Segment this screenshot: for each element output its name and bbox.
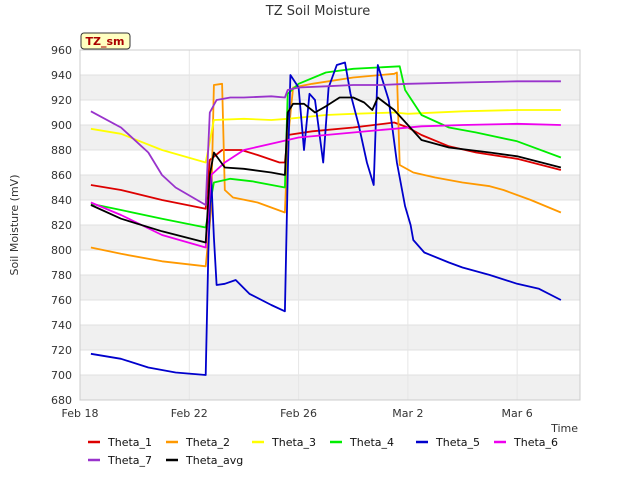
y-tick-label: 740 (51, 319, 72, 332)
legend-label: Theta_1 (107, 436, 152, 449)
legend-item-theta-3: Theta_3 (252, 436, 316, 449)
series-line-theta-2 (90, 71, 562, 268)
legend-label: Theta_5 (435, 436, 480, 449)
legend-item-theta-4: Theta_4 (330, 436, 394, 449)
grid-band (80, 275, 580, 300)
legend-item-theta-7: Theta_7 (88, 454, 152, 467)
y-tick-label: 900 (51, 119, 72, 132)
y-tick-label: 920 (51, 94, 72, 107)
legend-label: Theta_3 (271, 436, 316, 449)
grid-band (80, 325, 580, 350)
series-line-theta-5 (90, 61, 562, 376)
series-line-theta-avg (90, 96, 562, 244)
series-line-theta-4 (90, 65, 562, 229)
legend: Theta_1 Theta_2 Theta_3 Theta_4 Theta_5 Theta… (88, 436, 558, 467)
grid-band (80, 225, 580, 250)
chart-title: TZ Soil Moisture (265, 4, 371, 19)
y-tick-label: 840 (51, 194, 72, 207)
y-tick-label: 760 (51, 294, 72, 307)
legend-item-theta-5: Theta_5 (416, 436, 480, 449)
series-lines (90, 61, 562, 376)
x-tick-label: Feb 18 (62, 407, 99, 420)
y-tick-label: 720 (51, 344, 72, 357)
y-tick-label: 880 (51, 144, 72, 157)
grid-band (80, 75, 580, 100)
x-axis-label: Time (550, 422, 578, 435)
y-tick-label: 780 (51, 269, 72, 282)
legend-item-theta-1: Theta_1 (88, 436, 152, 449)
x-tick-label: Mar 6 (502, 407, 533, 420)
legend-label: Theta_7 (107, 454, 152, 467)
x-axis: Feb 18 Feb 22 Feb 26 Mar 2 Mar 6 (62, 407, 533, 420)
y-tick-label: 800 (51, 244, 72, 257)
y-axis: 680 700 720 740 760 780 800 820 840 860 880 900 920 9… (51, 44, 72, 407)
legend-label: Theta_4 (349, 436, 394, 449)
legend-label: Theta_avg (185, 454, 243, 467)
gridlines (79, 49, 581, 401)
legend-item-theta-avg: Theta_avg (166, 454, 243, 467)
grid-band (80, 375, 580, 400)
y-tick-label: 700 (51, 369, 72, 382)
site-label-text: TZ_sm (86, 35, 125, 48)
legend-label: Theta_6 (513, 436, 558, 449)
x-tick-label: Feb 22 (171, 407, 208, 420)
x-tick-label: Feb 26 (280, 407, 317, 420)
y-tick-label: 860 (51, 169, 72, 182)
series-line-theta-6 (90, 122, 561, 249)
legend-label: Theta_2 (185, 436, 230, 449)
y-tick-label: 820 (51, 219, 72, 232)
x-tick-label: Mar 2 (392, 407, 423, 420)
plot-border (79, 49, 581, 401)
y-tick-label: 940 (51, 69, 72, 82)
legend-item-theta-2: Theta_2 (166, 436, 230, 449)
y-tick-label: 960 (51, 44, 72, 57)
site-label: TZ_sm (80, 32, 131, 50)
y-axis-label: Soil Moisture (mV) (8, 175, 21, 276)
site-label-box (80, 32, 131, 50)
grid-band (80, 175, 580, 200)
series-line-theta-7 (90, 80, 561, 206)
y-tick-label: 680 (51, 394, 72, 407)
legend-item-theta-6: Theta_6 (494, 436, 558, 449)
